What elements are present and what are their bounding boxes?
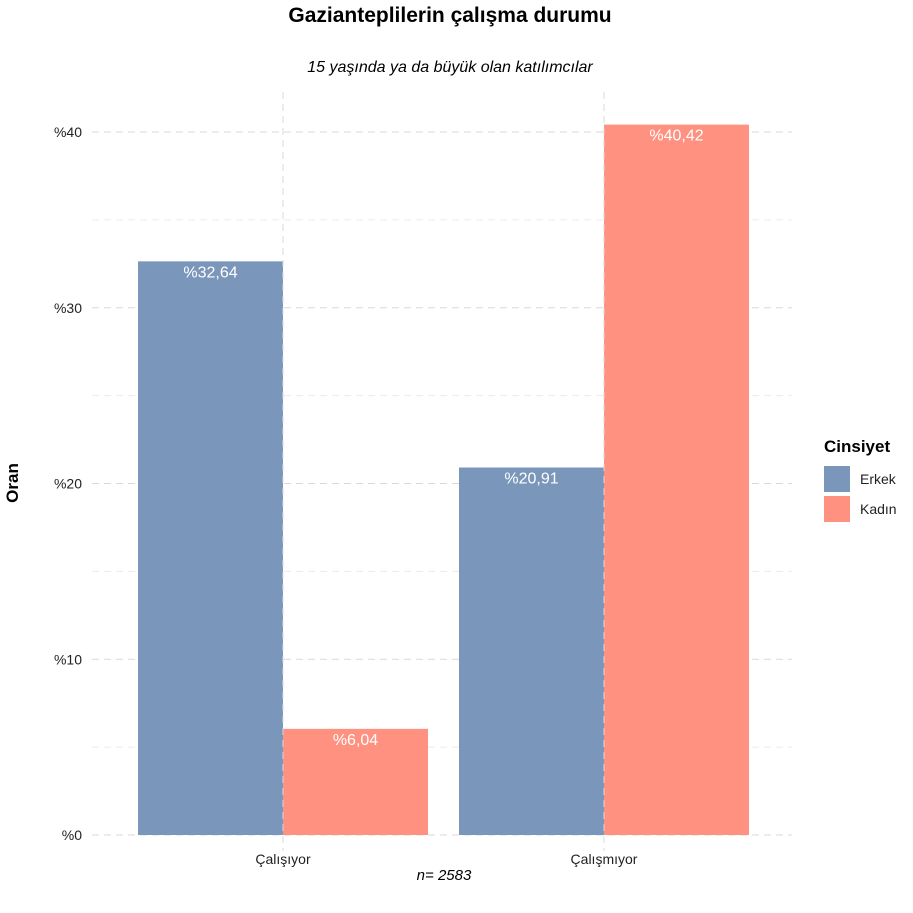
bar-value-label: %32,64: [183, 264, 237, 281]
bar-erkek-1: [459, 467, 604, 835]
bar-kadın-1: [604, 124, 749, 835]
y-tick-label: %10: [54, 651, 82, 667]
bar-kadın-0: [283, 728, 428, 835]
sample-size-caption: n= 2583: [417, 867, 472, 884]
bar-value-label: %20,91: [504, 471, 558, 488]
x-axis-ticks: Çalışıyor Çalışmıyor: [255, 851, 637, 867]
legend-title: Cinsiyet: [824, 437, 890, 456]
bar-labels: %32,64 %6,04 %20,91 %40,42: [183, 128, 703, 749]
gridlines: [92, 131, 792, 836]
chart-subtitle: 15 yaşında ya da büyük olan katılımcılar: [307, 59, 593, 76]
vertical-gridlines: [282, 92, 605, 851]
y-tick-label: %30: [54, 300, 82, 316]
y-tick-label: %0: [62, 827, 82, 843]
legend-label-kadın: Kadın: [860, 501, 897, 517]
y-axis-ticks: %0 %10 %20 %30 %40: [54, 124, 82, 843]
x-tick-label: Çalışıyor: [255, 851, 311, 867]
bars: [138, 124, 749, 835]
chart-title: Gazianteplilerin çalışma durumu: [288, 4, 611, 27]
bar-value-label: %40,42: [649, 128, 703, 145]
legend-swatch-kadın: [824, 496, 850, 522]
x-tick-label: Çalışmıyor: [571, 851, 638, 867]
y-tick-label: %40: [54, 124, 82, 140]
y-tick-label: %20: [54, 476, 82, 492]
legend-swatch-erkek: [824, 466, 850, 492]
legend: Cinsiyet Erkek Kadın: [824, 437, 897, 522]
bar-erkek-0: [138, 261, 283, 835]
legend-items: Erkek Kadın: [824, 466, 897, 522]
legend-label-erkek: Erkek: [860, 471, 897, 487]
bar-value-label: %6,04: [333, 732, 378, 749]
y-axis-title: Oran: [3, 463, 22, 503]
